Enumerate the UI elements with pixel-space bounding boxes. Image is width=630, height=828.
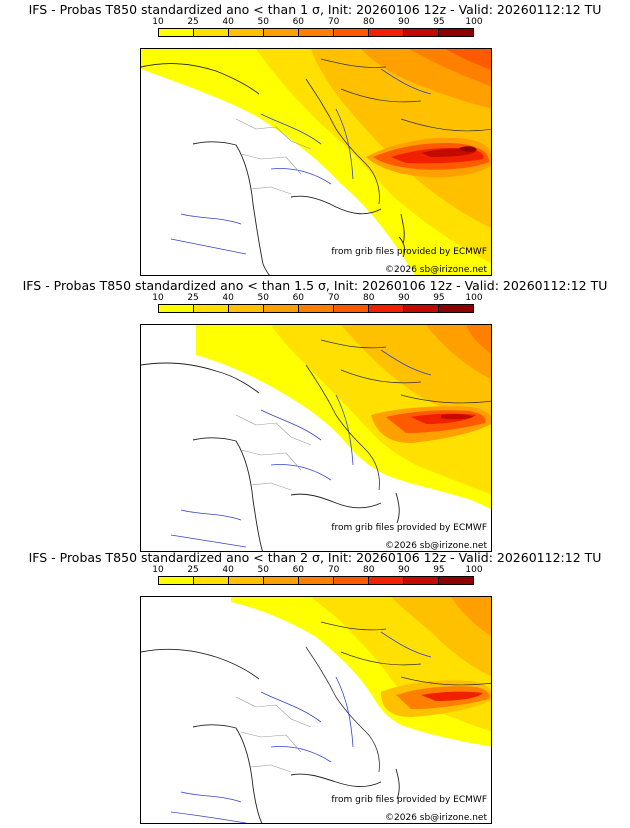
colorbar-cell xyxy=(299,577,334,584)
colorbar-cell xyxy=(159,305,194,312)
copyright-credit: ©2026 sb@irizone.net xyxy=(385,813,487,823)
colorbar-cell xyxy=(159,577,194,584)
colorbar-labels: 10 25 40 50 60 70 80 90 95 100 xyxy=(152,565,482,576)
colorbar: 10 25 40 50 60 70 80 90 95 100 xyxy=(152,565,483,591)
colorbar-tick: 60 xyxy=(292,293,305,303)
colorbar-cell xyxy=(299,305,334,312)
colorbar-tick: 10 xyxy=(152,17,164,27)
colorbar-cell xyxy=(439,305,473,312)
colorbar-tick: 70 xyxy=(327,293,340,303)
colorbar-tick: 40 xyxy=(222,565,234,575)
map-panel-2: IFS - Probas T850 standardized ano < tha… xyxy=(0,276,630,552)
colorbar-cell xyxy=(299,29,334,36)
colorbar-cell xyxy=(404,577,439,584)
colorbar-labels: 10 25 40 50 60 70 80 90 95 100 xyxy=(152,293,482,304)
colorbar-cell xyxy=(404,29,439,36)
colorbar-tick: 80 xyxy=(363,565,375,575)
colorbar-cell xyxy=(159,29,194,36)
colorbar-cell xyxy=(264,305,299,312)
colorbar-tick: 100 xyxy=(465,565,483,575)
panel-title: IFS - Probas T850 standardized ano < tha… xyxy=(28,550,602,565)
data-source-credit: from grib files provided by ECMWF xyxy=(331,523,487,533)
colorbar-tick: 50 xyxy=(257,293,269,303)
data-source-credit: from grib files provided by ECMWF xyxy=(331,247,487,257)
colorbar-tick: 95 xyxy=(433,293,445,303)
colorbar-tick: 90 xyxy=(398,565,410,575)
map-canvas xyxy=(141,49,491,275)
data-source-credit: from grib files provided by ECMWF xyxy=(331,795,487,805)
colorbar-tick: 100 xyxy=(465,17,483,27)
colorbar-cell xyxy=(194,305,229,312)
colorbar-cell xyxy=(369,305,404,312)
colorbar-cell xyxy=(404,305,439,312)
colorbar-cell xyxy=(229,577,264,584)
colorbar-tick: 10 xyxy=(152,293,164,303)
copyright-credit: ©2026 sb@irizone.net xyxy=(385,265,487,275)
colorbar-tick: 70 xyxy=(327,17,340,27)
colorbar-tick: 70 xyxy=(327,565,340,575)
colorbar-tick: 80 xyxy=(363,17,375,27)
colorbar-tick: 90 xyxy=(398,293,410,303)
colorbar-tick: 90 xyxy=(398,17,410,27)
colorbar-tick: 95 xyxy=(433,565,445,575)
colorbar-tick: 50 xyxy=(257,17,269,27)
map-panel-1: IFS - Probas T850 standardized ano < tha… xyxy=(0,0,630,276)
copyright-credit: ©2026 sb@irizone.net xyxy=(385,541,487,551)
colorbar-cell xyxy=(264,577,299,584)
colorbar-cell xyxy=(369,29,404,36)
map-canvas xyxy=(141,597,491,823)
colorbar-tick: 40 xyxy=(222,293,234,303)
colorbar-tick: 40 xyxy=(222,17,234,27)
colorbar-strip xyxy=(158,304,474,313)
colorbar-labels: 10 25 40 50 60 70 80 90 95 100 xyxy=(152,17,482,28)
colorbar-tick: 10 xyxy=(152,565,164,575)
colorbar: 10 25 40 50 60 70 80 90 95 100 xyxy=(152,17,483,43)
colorbar-cell xyxy=(194,29,229,36)
colorbar-tick: 100 xyxy=(465,293,483,303)
probability-map: from grib files provided by ECMWF ©2026 … xyxy=(140,324,492,552)
colorbar-cell xyxy=(334,577,369,584)
colorbar-strip xyxy=(158,576,474,585)
colorbar-tick: 50 xyxy=(257,565,269,575)
colorbar-cell xyxy=(334,29,369,36)
colorbar-cell xyxy=(439,29,473,36)
panel-title: IFS - Probas T850 standardized ano < tha… xyxy=(22,278,608,293)
colorbar-cell xyxy=(439,577,473,584)
colorbar: 10 25 40 50 60 70 80 90 95 100 xyxy=(152,293,483,319)
colorbar-cell xyxy=(369,577,404,584)
colorbar-tick: 60 xyxy=(292,565,305,575)
colorbar-cell xyxy=(194,577,229,584)
colorbar-cell xyxy=(229,29,264,36)
colorbar-cell xyxy=(264,29,299,36)
colorbar-tick: 25 xyxy=(187,17,199,27)
panel-title: IFS - Probas T850 standardized ano < tha… xyxy=(28,2,602,17)
map-canvas xyxy=(141,325,491,551)
colorbar-tick: 60 xyxy=(292,17,305,27)
colorbar-tick: 80 xyxy=(363,293,375,303)
probability-map: from grib files provided by ECMWF ©2026 … xyxy=(140,48,492,276)
colorbar-cell xyxy=(334,305,369,312)
colorbar-tick: 25 xyxy=(187,293,199,303)
colorbar-strip xyxy=(158,28,474,37)
colorbar-tick: 95 xyxy=(433,17,445,27)
probability-map: from grib files provided by ECMWF ©2026 … xyxy=(140,596,492,824)
map-panel-3: IFS - Probas T850 standardized ano < tha… xyxy=(0,548,630,824)
colorbar-cell xyxy=(229,305,264,312)
colorbar-tick: 25 xyxy=(187,565,199,575)
